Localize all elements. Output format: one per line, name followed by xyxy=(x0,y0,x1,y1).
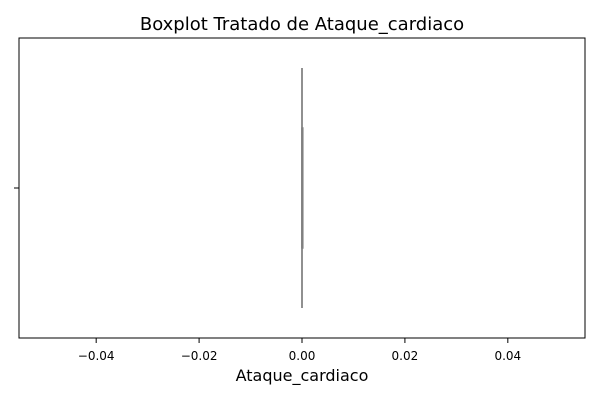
x-tick-label: 0.02 xyxy=(392,349,419,363)
x-tick-label: −0.02 xyxy=(181,349,218,363)
x-tick-label: −0.04 xyxy=(78,349,115,363)
box-layer xyxy=(301,68,304,308)
chart-title: Boxplot Tratado de Ataque_cardiaco xyxy=(140,14,464,35)
x-axis-label: Ataque_cardiaco xyxy=(236,366,369,386)
x-tick-label: 0.04 xyxy=(494,349,521,363)
x-axis: −0.04 −0.02 0.00 0.02 0.04 xyxy=(78,338,521,363)
x-tick-label: 0.00 xyxy=(289,349,316,363)
